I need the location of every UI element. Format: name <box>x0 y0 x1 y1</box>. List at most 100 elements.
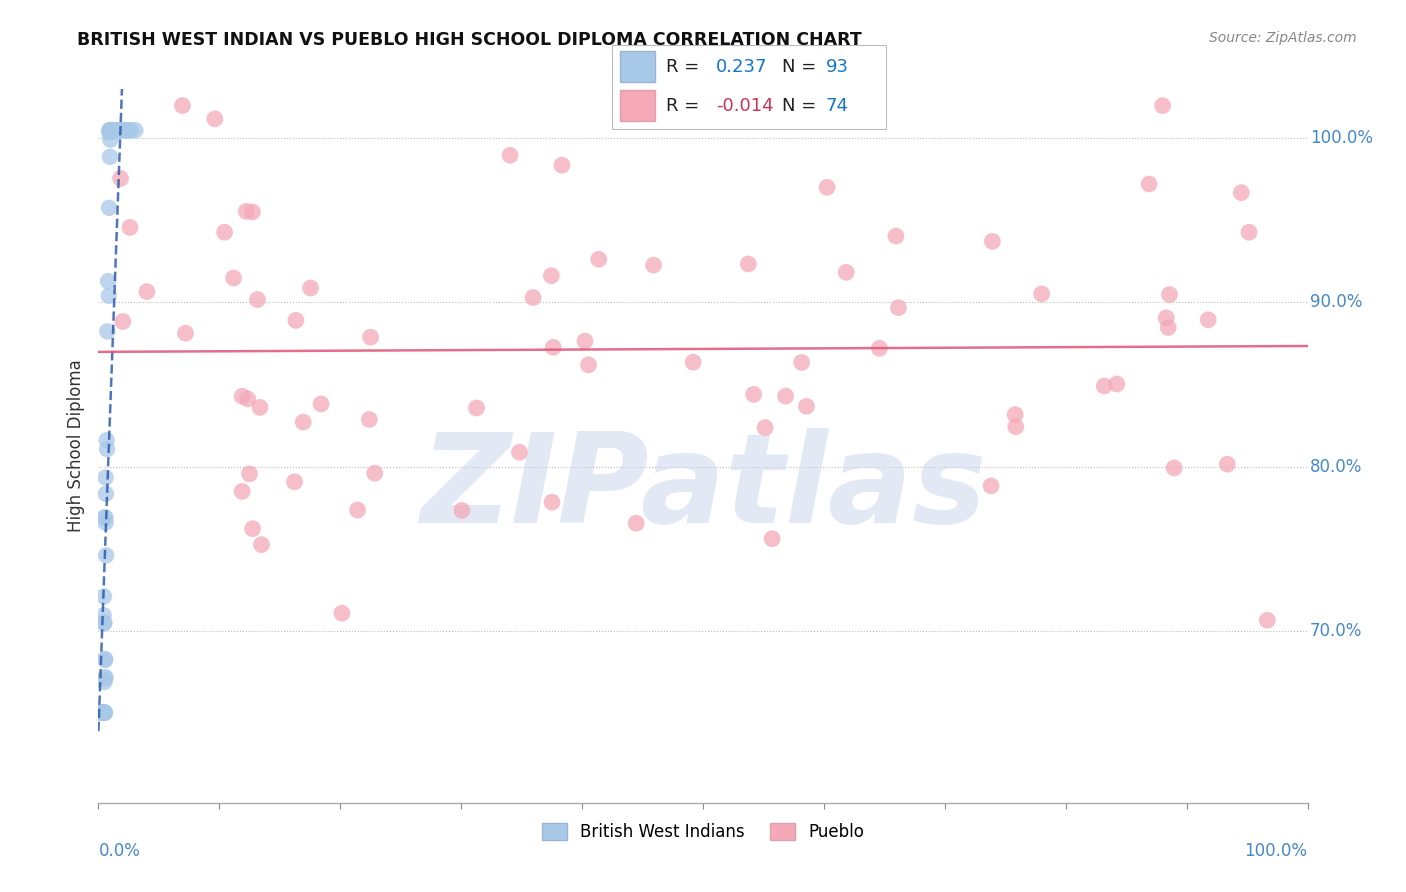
Text: Source: ZipAtlas.com: Source: ZipAtlas.com <box>1209 31 1357 45</box>
Point <box>103 123 125 137</box>
Point <box>93 608 115 623</box>
Point <box>1031 286 1053 301</box>
Point <box>90 706 112 720</box>
Point <box>346 503 368 517</box>
Point <box>91 706 114 720</box>
Point <box>110 171 132 186</box>
Point <box>117 123 139 137</box>
Point <box>100 133 122 147</box>
Point <box>643 258 665 272</box>
Point <box>90 706 112 720</box>
Point <box>91 706 114 720</box>
Point <box>1159 287 1181 301</box>
Point <box>97 274 120 288</box>
Point <box>222 271 245 285</box>
Text: 100.0%: 100.0% <box>1310 129 1374 147</box>
Point <box>682 355 704 369</box>
Point <box>574 334 596 348</box>
Text: -0.014: -0.014 <box>716 96 773 114</box>
Point <box>103 123 125 137</box>
Point <box>91 706 114 720</box>
Point <box>120 123 142 137</box>
Point <box>980 479 1002 493</box>
Point <box>111 314 134 328</box>
Point <box>98 150 121 164</box>
Point <box>105 123 128 137</box>
Point <box>238 467 260 481</box>
Text: 90.0%: 90.0% <box>1310 293 1362 311</box>
Point <box>89 706 111 720</box>
Point <box>94 516 117 530</box>
Point <box>360 330 382 344</box>
Point <box>93 706 115 720</box>
Point <box>94 672 117 686</box>
Point <box>246 293 269 307</box>
Point <box>105 123 128 137</box>
Point <box>1216 457 1239 471</box>
Point <box>981 235 1004 249</box>
Point <box>89 706 111 720</box>
Text: 100.0%: 100.0% <box>1244 842 1308 860</box>
Point <box>89 706 111 720</box>
Text: 0.237: 0.237 <box>716 58 768 76</box>
Point <box>96 434 118 448</box>
Point <box>90 706 112 720</box>
Point <box>508 445 530 459</box>
Point <box>465 401 488 415</box>
FancyBboxPatch shape <box>612 45 886 129</box>
Point <box>94 549 117 563</box>
Point <box>112 123 135 137</box>
Point <box>93 706 115 720</box>
Point <box>98 126 121 140</box>
Point <box>94 670 117 684</box>
Point <box>96 442 118 456</box>
Point <box>94 511 117 525</box>
Point <box>541 340 564 354</box>
Point <box>541 495 564 509</box>
Point <box>1004 419 1026 434</box>
Point <box>284 313 307 327</box>
Text: R =: R = <box>666 58 706 76</box>
Point <box>1154 310 1177 325</box>
Point <box>93 510 115 524</box>
Point <box>90 706 112 720</box>
Point <box>96 325 118 339</box>
Point <box>90 706 112 720</box>
Point <box>330 606 353 620</box>
Point <box>93 706 115 720</box>
Point <box>94 706 117 720</box>
Point <box>242 205 264 219</box>
Point <box>742 387 765 401</box>
Text: 70.0%: 70.0% <box>1310 622 1362 640</box>
Point <box>1092 379 1115 393</box>
Text: R =: R = <box>666 96 706 114</box>
Point <box>242 522 264 536</box>
Point <box>761 532 783 546</box>
FancyBboxPatch shape <box>620 90 655 120</box>
Point <box>98 201 121 215</box>
Point <box>292 415 315 429</box>
Point <box>93 616 115 631</box>
Point <box>1256 613 1278 627</box>
Point <box>578 358 600 372</box>
Point <box>522 291 544 305</box>
Point <box>204 112 226 126</box>
Point <box>884 229 907 244</box>
Point <box>214 225 236 239</box>
Point <box>101 123 124 137</box>
Point <box>93 706 115 720</box>
Point <box>790 355 813 369</box>
Point <box>1157 320 1180 334</box>
Point <box>93 590 115 604</box>
Point <box>624 516 647 531</box>
Point <box>174 326 197 341</box>
Point <box>869 342 891 356</box>
Point <box>93 706 115 720</box>
Point <box>1237 225 1260 239</box>
Point <box>250 538 273 552</box>
Point <box>91 706 114 720</box>
Point <box>93 706 115 720</box>
Point <box>118 220 141 235</box>
Point <box>111 123 134 137</box>
Point <box>93 615 115 630</box>
